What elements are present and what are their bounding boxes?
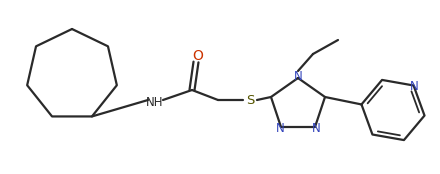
Text: NH: NH bbox=[146, 96, 164, 109]
Text: N: N bbox=[410, 80, 419, 93]
Text: N: N bbox=[312, 121, 320, 135]
Text: N: N bbox=[293, 70, 302, 84]
Text: O: O bbox=[193, 49, 203, 63]
Text: N: N bbox=[275, 121, 284, 135]
Text: S: S bbox=[246, 93, 254, 106]
